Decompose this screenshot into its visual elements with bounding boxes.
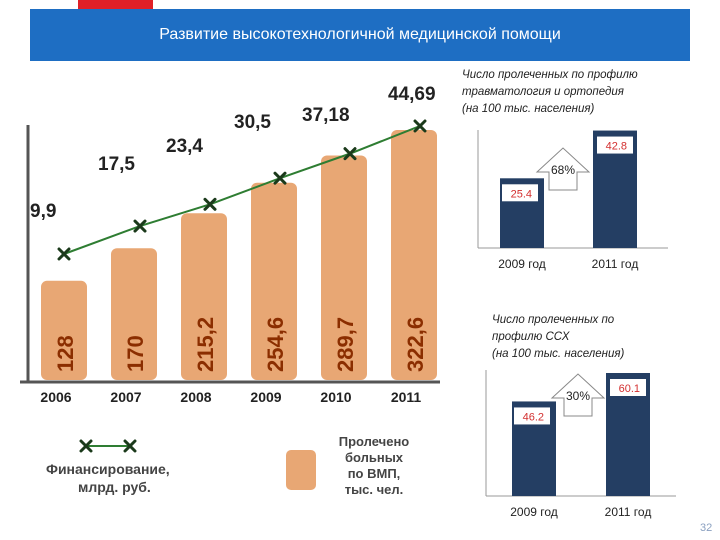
trauma-category-0: 2009 год [498, 257, 546, 271]
trauma-growth-arrow [535, 147, 591, 191]
funding-label-2008: 23,4 [166, 136, 203, 157]
cardio-value-box-0 [514, 407, 550, 425]
legend-line-label-0: Финансирование, [46, 461, 170, 477]
cardio-category-1: 2011 год [605, 505, 652, 519]
funding-marker-2009 [273, 171, 287, 185]
x-tick-2011: 2011 [391, 389, 422, 405]
vmp-bar-2008 [181, 213, 227, 380]
funding-label-2011: 44,69 [388, 84, 436, 105]
funding-label-2007: 17,5 [98, 154, 135, 175]
cardio-value-box-1 [610, 379, 646, 396]
funding-line [63, 125, 421, 255]
cardio-growth-label: 30% [566, 389, 590, 403]
legend-bar-label-3: тыс. чел. [345, 482, 404, 497]
trauma-category-1: 2011 год [592, 257, 639, 271]
x-tick-2007: 2007 [110, 389, 141, 405]
legend-line-marker-right [123, 439, 137, 453]
page-number: 32 [700, 522, 713, 534]
legend-bar-label-1: больных [345, 450, 404, 465]
title-accent-stripe [78, 0, 153, 9]
vmp-bar-2010 [321, 155, 367, 380]
trauma-value-0: 25.4 [511, 188, 532, 200]
x-tick-2006: 2006 [40, 389, 71, 405]
funding-marker-2010 [343, 147, 357, 161]
legend-line-label-1: млрд. руб. [78, 479, 151, 495]
trauma-title-0: Число пролеченных по профилю [462, 69, 638, 81]
vmp-bar-label-2006: 128 [53, 335, 78, 372]
funding-marker-2008 [203, 197, 217, 211]
trauma-value-box-0 [502, 184, 538, 202]
vmp-bar-label-2010: 289,7 [333, 317, 358, 372]
x-tick-2009: 2009 [250, 389, 281, 405]
funding-marker-2006 [57, 247, 71, 261]
funding-marker-2011 [413, 119, 427, 133]
vmp-bar-label-2007: 170 [123, 335, 148, 372]
x-tick-2008: 2008 [180, 389, 211, 405]
legend-bar-label-2: по ВМП, [348, 466, 401, 481]
cardio-title-1: профилю ССХ [492, 331, 571, 343]
cardio-value-1: 60.1 [619, 383, 640, 395]
funding-marker-2007 [133, 219, 147, 233]
trauma-title-1: травматология и ортопедия [462, 86, 624, 98]
cardio-title-2: (на 100 тыс. населения) [492, 348, 625, 360]
vmp-bar-label-2011: 322,6 [403, 317, 428, 372]
cardio-title-0: Число пролеченных по [492, 314, 615, 326]
funding-label-2009: 30,5 [234, 112, 271, 133]
vmp-bar-2011 [391, 130, 437, 380]
cardio-value-0: 46.2 [523, 411, 544, 423]
funding-label-2006: 9,9 [30, 201, 56, 222]
trauma-growth-label: 68% [551, 163, 575, 177]
funding-label-2010: 37,18 [302, 105, 350, 126]
title-bar [30, 9, 690, 61]
vmp-bar-2006 [41, 280, 87, 380]
trauma-value-1: 42.8 [606, 141, 627, 153]
vmp-bar-label-2009: 254,6 [263, 317, 288, 372]
legend-bar-swatch [286, 450, 316, 490]
vmp-bar-2007 [111, 248, 157, 380]
slide-title: Развитие высокотехнологичной медицинской… [159, 26, 561, 43]
vmp-bar-2009 [251, 182, 297, 380]
legend-line-marker-left [79, 439, 93, 453]
vmp-bar-label-2008: 215,2 [193, 317, 218, 372]
cardio-category-0: 2009 год [510, 505, 558, 519]
x-tick-2010: 2010 [320, 389, 351, 405]
trauma-value-box-1 [597, 136, 633, 154]
legend-bar-label-0: Пролечено [339, 434, 410, 449]
trauma-title-2: (на 100 тыс. населения) [462, 103, 595, 115]
cardio-growth-arrow [550, 373, 606, 417]
